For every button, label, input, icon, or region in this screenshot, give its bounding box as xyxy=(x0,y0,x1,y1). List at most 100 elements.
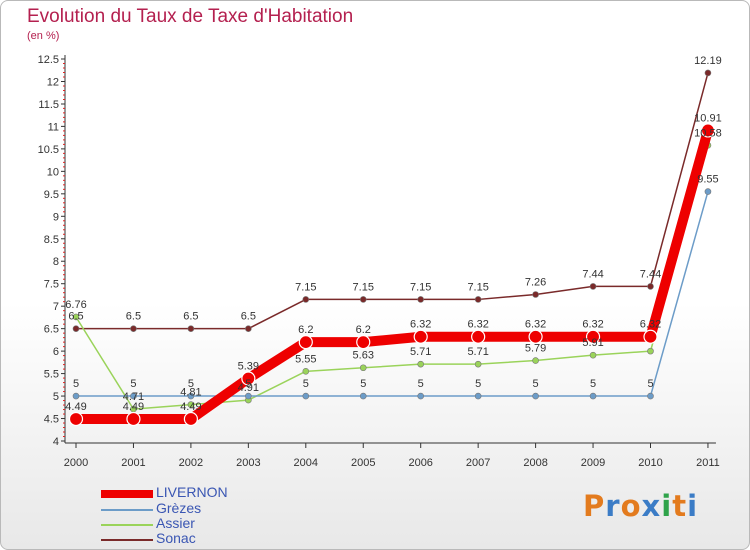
x-tick-label: 2010 xyxy=(638,457,662,469)
data-label-livernon: 6.2 xyxy=(356,324,371,336)
data-label-sonac: 7.44 xyxy=(582,268,603,280)
data-label-livernon: 6.32 xyxy=(582,319,603,331)
y-tick-label: 11.5 xyxy=(38,99,59,111)
series-line-grzes xyxy=(75,190,709,397)
data-label-assier: 5.71 xyxy=(410,346,431,358)
data-label-livernon: 4.49 xyxy=(180,401,201,413)
data-point-grzes xyxy=(130,392,137,400)
data-point-grzes xyxy=(245,392,252,400)
data-point-livernon xyxy=(126,411,141,427)
data-label-grzes: 5 xyxy=(590,378,596,390)
data-label-sonac: 7.15 xyxy=(467,281,488,293)
x-tick-label: 2000 xyxy=(64,457,88,469)
data-label-livernon: 10.91 xyxy=(694,112,722,124)
data-point-livernon xyxy=(356,335,371,350)
x-tick-label: 2006 xyxy=(408,457,432,469)
y-tick-label: 6.5 xyxy=(44,324,59,336)
x-tick-label: 2005 xyxy=(351,457,375,469)
data-label-sonac: 6.5 xyxy=(241,311,256,323)
data-label-sonac: 7.26 xyxy=(525,276,546,288)
data-label-sonac: 7.44 xyxy=(640,268,661,280)
series-line-assier xyxy=(75,144,709,410)
x-tick-label: 2001 xyxy=(121,457,145,469)
y-tick-label: 4.5 xyxy=(44,414,59,426)
data-point-assier xyxy=(187,401,195,408)
data-point-sonac xyxy=(417,296,425,303)
y-tick-label: 12 xyxy=(47,76,59,88)
data-label-assier: 6.76 xyxy=(65,299,86,311)
data-label-sonac: 6.5 xyxy=(68,311,83,323)
data-point-assier xyxy=(474,360,482,368)
data-point-assier xyxy=(302,368,310,375)
legend-label-grezes: Grèzes xyxy=(156,500,202,516)
y-tick-label: 12.5 xyxy=(38,54,59,66)
logo-letter: x xyxy=(641,489,662,523)
data-label-livernon: 5.39 xyxy=(238,361,259,373)
data-point-grzes xyxy=(72,392,80,400)
y-tick-label: 8 xyxy=(53,256,59,268)
data-point-livernon xyxy=(183,411,198,427)
data-label-sonac: 6.5 xyxy=(183,311,198,323)
legend-swatch-grezes xyxy=(101,509,153,511)
y-tick-label: 5.5 xyxy=(44,369,59,381)
data-label-livernon: 4.49 xyxy=(123,401,144,413)
y-tick-label: 11 xyxy=(48,121,59,133)
data-label-sonac: 6.5 xyxy=(126,311,141,323)
data-label-livernon: 6.2 xyxy=(298,324,313,336)
data-point-livernon xyxy=(413,329,428,344)
y-tick-label: 4 xyxy=(53,436,59,448)
x-tick-label: 2008 xyxy=(523,457,547,469)
data-label-grzes: 5 xyxy=(418,378,424,390)
data-point-assier xyxy=(532,357,539,364)
proxiti-logo: Proxiti xyxy=(583,489,698,523)
series-line-livernon xyxy=(71,125,713,424)
data-label-grzes: 5 xyxy=(245,378,251,390)
data-point-grzes xyxy=(532,392,539,400)
data-point-sonac xyxy=(359,296,367,303)
data-label-assier: 4.81 xyxy=(180,387,201,399)
data-label-livernon: 6.32 xyxy=(640,319,661,331)
data-point-livernon xyxy=(471,329,486,344)
data-label-grzes: 5 xyxy=(73,378,79,390)
data-point-sonac xyxy=(704,69,712,77)
data-point-livernon xyxy=(700,123,716,138)
data-point-sonac xyxy=(589,283,597,290)
data-point-grzes xyxy=(359,392,367,400)
y-tick-label: 10.5 xyxy=(38,144,59,156)
data-point-grzes xyxy=(704,188,712,195)
logo-letter: i xyxy=(661,489,673,523)
axes: 4 4.5 5 5.5 6 6.5 7 7.5 8 8.5 9 9.5 10 10.5 11 11.5 12 12… xyxy=(38,54,720,469)
data-point-grzes xyxy=(589,392,597,400)
legend-label-assier: Assier xyxy=(156,515,195,531)
data-point-livernon xyxy=(68,411,84,427)
data-label-livernon: 4.49 xyxy=(65,401,86,413)
data-point-livernon xyxy=(298,335,313,350)
data-point-grzes xyxy=(417,392,425,400)
data-label-grzes: 5 xyxy=(360,378,366,390)
data-label-grzes: 5 xyxy=(303,378,309,390)
data-point-sonac xyxy=(532,291,539,298)
y-tick-label: 8.5 xyxy=(44,234,59,246)
data-label-sonac: 7.15 xyxy=(353,281,374,293)
data-point-assier xyxy=(359,364,367,372)
data-label-assier: 10.58 xyxy=(694,127,722,139)
y-tick-label: 7 xyxy=(53,301,59,313)
data-point-assier xyxy=(647,347,654,355)
data-label-sonac: 7.15 xyxy=(295,281,316,293)
y-tick-label: 9.5 xyxy=(44,189,59,201)
data-label-sonac: 12.19 xyxy=(694,55,722,67)
data-label-assier: 5.63 xyxy=(353,350,374,362)
y-tick-label: 7.5 xyxy=(44,279,59,291)
data-label-livernon: 6.32 xyxy=(467,319,488,331)
legend-label-sonac: Sonac xyxy=(156,530,196,546)
data-point-grzes xyxy=(647,392,654,400)
data-point-sonac xyxy=(647,283,654,290)
y-tick-label: 10 xyxy=(47,166,59,178)
data-point-assier xyxy=(589,351,597,359)
logo-letter: P xyxy=(583,489,606,523)
data-labels: 4.49 4.49 4.49 5.39 6.2 6.2 6.32 6.32 6.32 6.32 6.… xyxy=(65,55,721,413)
data-label-grzes: 9.55 xyxy=(697,174,718,186)
x-tick-label: 2007 xyxy=(466,457,490,469)
